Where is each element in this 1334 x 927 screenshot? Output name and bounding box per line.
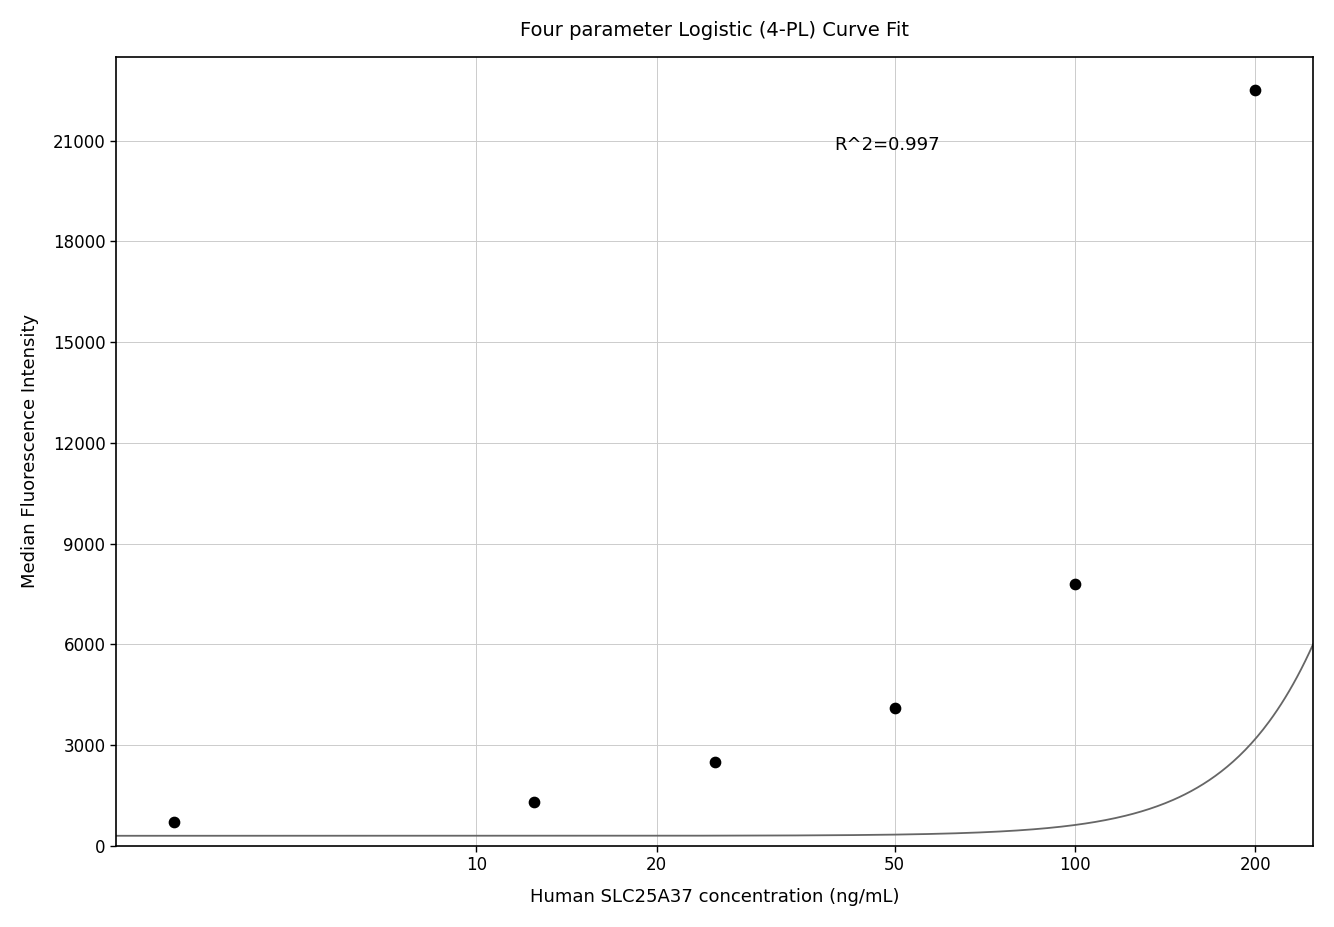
Point bbox=[524, 794, 546, 809]
Text: R^2=0.997: R^2=0.997 bbox=[834, 135, 940, 154]
Point bbox=[884, 701, 906, 716]
X-axis label: Human SLC25A37 concentration (ng/mL): Human SLC25A37 concentration (ng/mL) bbox=[530, 888, 899, 907]
Point bbox=[1245, 83, 1266, 97]
Y-axis label: Median Fluorescence Intensity: Median Fluorescence Intensity bbox=[21, 314, 39, 589]
Point bbox=[1065, 577, 1086, 591]
Title: Four parameter Logistic (4-PL) Curve Fit: Four parameter Logistic (4-PL) Curve Fit bbox=[520, 20, 908, 40]
Point bbox=[704, 755, 726, 769]
Point bbox=[164, 815, 185, 830]
